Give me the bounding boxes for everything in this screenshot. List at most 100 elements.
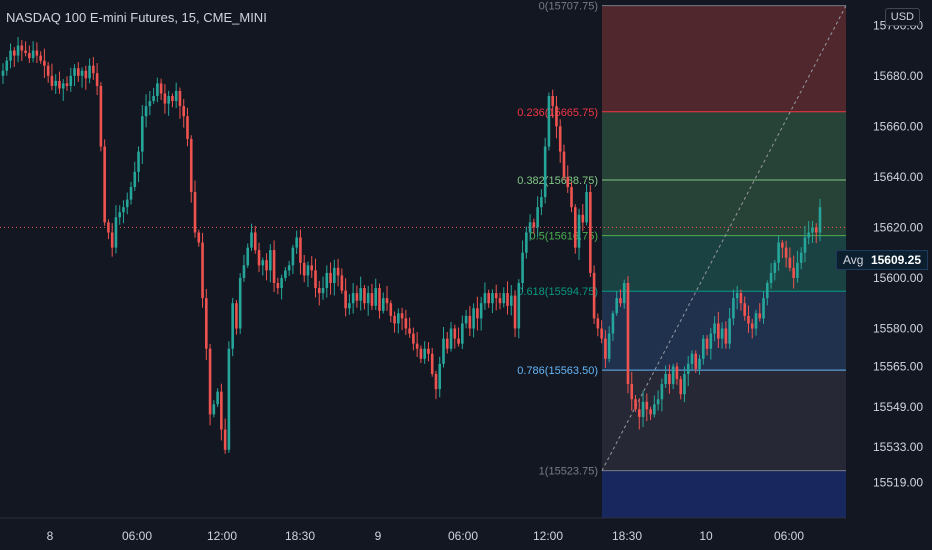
candle-body: [276, 283, 280, 289]
candle-body: [287, 265, 291, 271]
x-axis-tick-label: 8: [47, 529, 54, 543]
candle-body: [125, 199, 129, 208]
y-axis-tick-label: 15660.00: [873, 119, 923, 133]
currency-button[interactable]: USD: [884, 8, 920, 26]
candle-body: [445, 338, 449, 349]
candle-body: [498, 298, 502, 304]
y-axis-tick-label: 15533.00: [873, 440, 923, 454]
candle-body: [295, 237, 298, 248]
candle-body: [472, 308, 475, 329]
candle-body: [814, 227, 818, 233]
x-axis-tick-label: 06:00: [122, 529, 152, 543]
candle-body: [163, 93, 167, 104]
candle-body: [750, 323, 754, 329]
candle-body: [803, 237, 807, 253]
candle-body: [423, 348, 426, 359]
candle-body: [223, 429, 227, 450]
candle-body: [148, 101, 152, 107]
candle-body: [156, 83, 159, 97]
candle-body: [626, 283, 630, 385]
avg-label-value: 15609.25: [870, 253, 921, 267]
candle-body: [212, 404, 216, 415]
candle-body: [419, 348, 423, 359]
candle-body: [671, 366, 675, 385]
candle-body: [551, 96, 554, 107]
candle-body: [577, 214, 581, 248]
candle-body: [747, 315, 750, 324]
candle-body: [668, 373, 671, 385]
candle-body: [709, 333, 713, 349]
x-axis-tick-label: 12:00: [207, 529, 237, 543]
candle-body: [765, 283, 769, 299]
y-axis-tick-label: 15580.00: [873, 321, 923, 335]
candle-body: [604, 338, 607, 359]
candle-body: [525, 232, 528, 253]
candle-body: [656, 399, 660, 405]
candle-body: [427, 348, 430, 354]
candle-body: [491, 293, 494, 304]
candle-body: [717, 323, 720, 339]
y-axis-tick-label: 15600.00: [873, 271, 923, 285]
candle-body: [193, 192, 197, 233]
candle-body: [397, 313, 400, 324]
fib-zone: [602, 5, 846, 112]
candle-body: [261, 260, 265, 266]
candle-body: [314, 270, 317, 289]
candle-body: [363, 288, 366, 304]
candle-body: [509, 295, 513, 306]
x-axis-tick-label: 18:30: [285, 529, 315, 543]
fib-level-label: 0.382(15638.75): [517, 175, 598, 187]
candle-body: [784, 247, 788, 258]
candle-body: [235, 303, 238, 329]
candle-body: [607, 333, 611, 359]
candle-body: [321, 288, 325, 294]
candle-body: [585, 192, 588, 223]
candle-body: [811, 227, 814, 233]
candle-body: [513, 295, 517, 329]
candle-body: [58, 80, 61, 89]
candle-body: [325, 272, 329, 289]
candle-body: [781, 242, 784, 248]
candle-body: [649, 409, 652, 415]
candle-body: [35, 50, 39, 56]
candle-body: [690, 353, 694, 364]
candle-body: [683, 373, 686, 395]
candle-body: [528, 222, 532, 233]
candle-body: [340, 275, 344, 291]
candle-body: [739, 293, 743, 304]
candle-body: [351, 293, 355, 304]
candle-body: [536, 207, 539, 228]
candle-body: [16, 45, 20, 56]
candle-body: [698, 358, 701, 369]
candle-body: [479, 303, 483, 319]
candle-body: [43, 60, 46, 66]
candle-body: [558, 126, 562, 152]
candle-body: [114, 217, 118, 248]
x-axis-tick-label: 10: [699, 529, 713, 543]
candle-body: [272, 250, 276, 284]
candle-body: [12, 50, 16, 56]
candle-body: [615, 298, 618, 314]
candle-body: [28, 53, 31, 59]
candle-body: [152, 96, 155, 102]
candle-body: [521, 252, 524, 284]
candle-body: [129, 186, 133, 200]
candle-body: [201, 242, 204, 299]
candle-body: [366, 293, 370, 304]
fib-zone: [602, 235, 846, 292]
candle-body: [400, 313, 404, 319]
candle-body: [378, 288, 381, 311]
candle-body: [159, 83, 163, 94]
candle-body: [216, 391, 219, 405]
candle-body: [329, 272, 332, 284]
candle-body: [675, 366, 679, 380]
candle-body: [412, 333, 415, 344]
candle-body: [317, 288, 321, 294]
candle-body: [269, 250, 272, 271]
x-axis-tick-label: 9: [375, 529, 382, 543]
fib-level-label: 0.786(15563.50): [517, 365, 598, 377]
candle-body: [728, 318, 731, 344]
candle-body: [84, 70, 88, 79]
candle-body: [679, 379, 682, 395]
